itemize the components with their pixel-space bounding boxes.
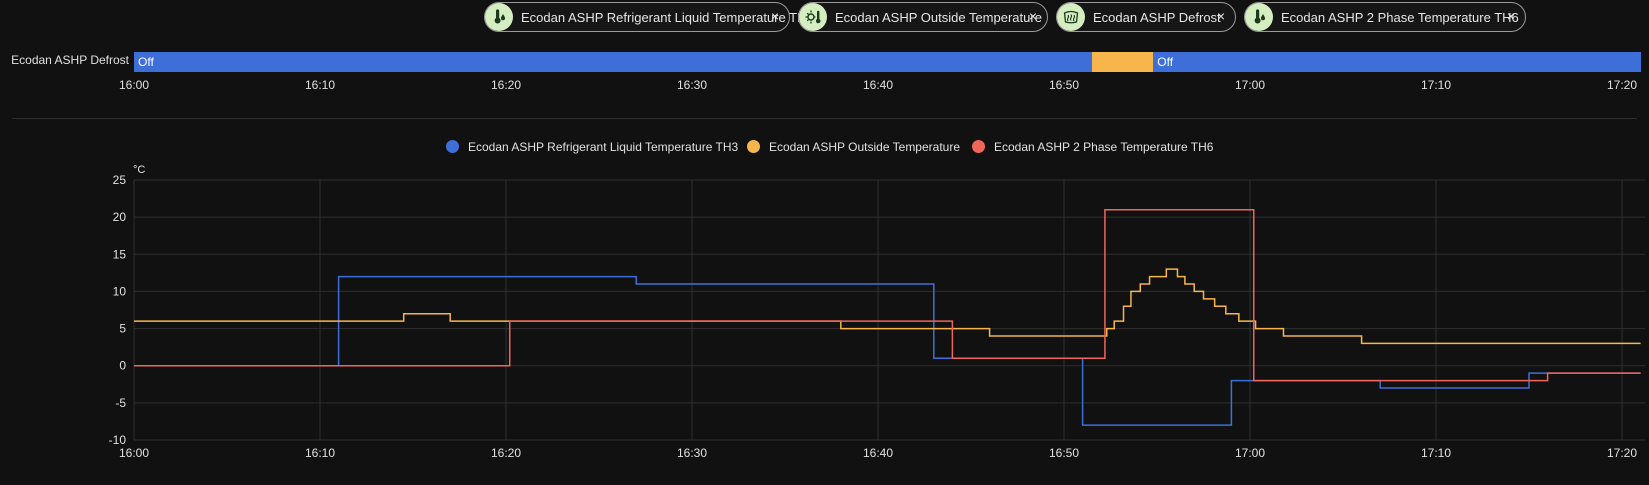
x-tick-label: 16:00 [119, 446, 149, 460]
timeline-tick-label: 16:00 [118, 78, 150, 92]
timeline-tick-label: 17:00 [1234, 78, 1266, 92]
y-tick-label: 25 [113, 173, 127, 187]
legend-item-2-phase-th6[interactable]: Ecodan ASHP 2 Phase Temperature TH6 [972, 138, 1213, 156]
timeline-segment-off[interactable] [1153, 52, 1641, 72]
chip-label: Ecodan ASHP 2 Phase Temperature TH6 [1281, 10, 1519, 25]
legend-item-outside-temperature[interactable]: Ecodan ASHP Outside Temperature [747, 138, 960, 156]
y-tick-label: 15 [113, 247, 127, 261]
legend-label: Ecodan ASHP Outside Temperature [769, 140, 961, 154]
legend-marker [972, 140, 985, 153]
x-tick-label: 16:40 [863, 446, 893, 460]
y-tick-label: 10 [113, 284, 127, 298]
chart-legend: Ecodan ASHP Refrigerant Liquid Temperatu… [0, 138, 1649, 158]
timeline-tick-label: 17:20 [1606, 78, 1638, 92]
series-line-1 [134, 275, 1641, 426]
chip-label: Ecodan ASHP Outside Temperature [835, 10, 1042, 25]
x-tick-label: 17:10 [1421, 446, 1451, 460]
y-tick-label: 0 [119, 359, 126, 373]
timeline-tick-label: 17:10 [1420, 78, 1452, 92]
sun-thermometer-icon [799, 3, 827, 31]
timeline-segment-off[interactable] [134, 52, 1092, 72]
car-defrost-rear-icon [1057, 3, 1085, 31]
timeline-tick-label: 16:20 [490, 78, 522, 92]
thermometer-water-icon [485, 3, 513, 31]
chip-label: Ecodan ASHP Refrigerant Liquid Temperatu… [521, 10, 814, 25]
legend-label: Ecodan ASHP 2 Phase Temperature TH6 [994, 140, 1214, 154]
chip-label: Ecodan ASHP Defrost [1093, 10, 1221, 25]
timeline-tick-label: 16:30 [676, 78, 708, 92]
x-tick-label: 16:10 [305, 446, 335, 460]
close-icon[interactable]: × [770, 8, 780, 24]
y-tick-label: 20 [113, 210, 127, 224]
timeline-segment-label: Off [1157, 55, 1174, 69]
x-tick-label: 16:20 [491, 446, 521, 460]
series-line-2 [134, 268, 1641, 345]
timeline-tick-label: 16:40 [862, 78, 894, 92]
y-axis-unit: °C [133, 164, 146, 176]
section-divider [12, 118, 1637, 119]
timeline-tick-label: 16:10 [304, 78, 336, 92]
legend-item-refrigerant-liquid-th3[interactable]: Ecodan ASHP Refrigerant Liquid Temperatu… [446, 138, 738, 156]
entity-chip-outside-temperature[interactable]: Ecodan ASHP Outside Temperature × [798, 2, 1048, 32]
x-tick-label: 17:20 [1607, 446, 1637, 460]
legend-marker [446, 140, 459, 153]
x-tick-label: 16:30 [677, 446, 707, 460]
y-tick-label: -5 [115, 396, 126, 410]
close-icon[interactable]: × [1506, 8, 1516, 24]
entity-chip-refrigerant-liquid-th3[interactable]: Ecodan ASHP Refrigerant Liquid Temperatu… [484, 2, 814, 32]
entity-chip-defrost[interactable]: Ecodan ASHP Defrost × [1056, 2, 1236, 32]
thermometer-water-icon [1245, 3, 1273, 31]
timeline-tick-label: 16:50 [1048, 78, 1080, 92]
y-tick-label: -10 [109, 433, 127, 447]
close-icon[interactable]: × [1216, 8, 1226, 24]
legend-marker [747, 140, 760, 153]
legend-label: Ecodan ASHP Refrigerant Liquid Temperatu… [468, 140, 739, 154]
timeline-segment-label: Off [138, 55, 154, 69]
y-tick-label: 5 [119, 322, 126, 336]
timeline-entity-label: Ecodan ASHP Defrost [11, 53, 129, 67]
close-icon[interactable]: × [1028, 8, 1038, 24]
timeline-segment-on[interactable] [1091, 52, 1154, 72]
x-tick-label: 16:50 [1049, 446, 1079, 460]
x-tick-label: 17:00 [1235, 446, 1265, 460]
entity-chip-2-phase-th6[interactable]: Ecodan ASHP 2 Phase Temperature TH6 × [1244, 2, 1526, 32]
series-line-3 [134, 208, 1641, 382]
